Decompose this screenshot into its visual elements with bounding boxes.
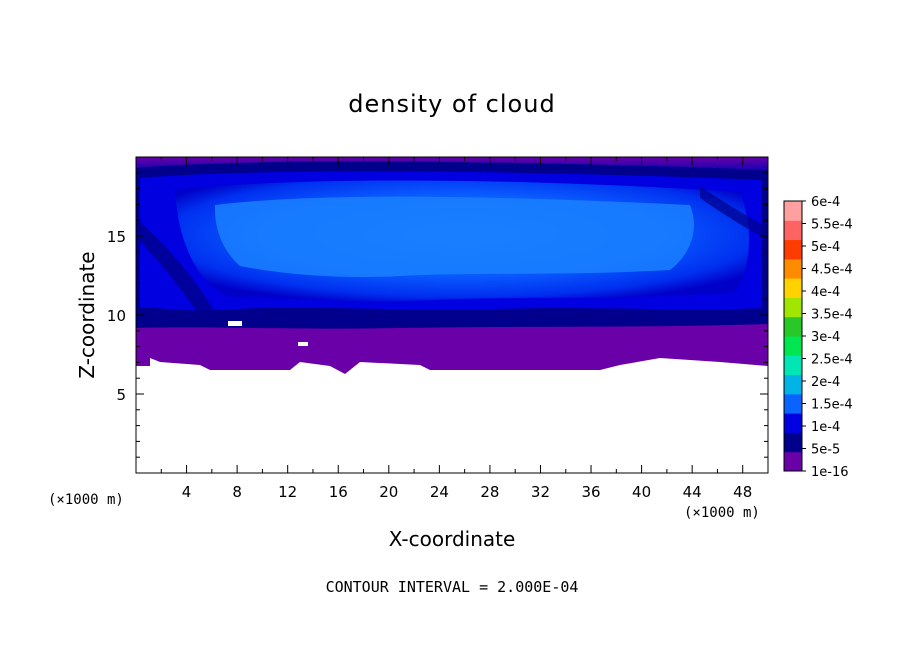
colorbar-cell	[784, 393, 802, 414]
y-tick-label: 10	[107, 307, 126, 325]
x-tick-label: 24	[430, 483, 449, 501]
x-tick-label: 16	[329, 483, 348, 501]
colorbar-label: 3.5e-4	[811, 308, 853, 323]
colorbar	[783, 200, 806, 472]
contour-interval-note: CONTOUR INTERVAL = 2.000E-04	[326, 578, 579, 596]
x-tick-label: 44	[683, 483, 702, 501]
x-tick-label: 32	[531, 483, 550, 501]
y-tick-label: 5	[116, 386, 126, 404]
colorbar-label: 6e-4	[811, 195, 840, 210]
x-tick-label: 12	[278, 483, 297, 501]
colorbar-label: 5.5e-4	[811, 218, 853, 233]
colorbar-cell	[784, 258, 802, 279]
right-streak	[700, 186, 768, 240]
colorbar-label: 1e-4	[811, 420, 840, 435]
x-axis-title: X-coordinate	[389, 527, 516, 551]
colorbar-label: 4e-4	[811, 285, 840, 300]
colorbar-cell	[784, 413, 802, 433]
x-unit-label: (×1000 m)	[684, 505, 760, 521]
cloud-core-bright	[214, 196, 694, 278]
white-gap	[228, 321, 242, 326]
colorbar-label: 3e-4	[811, 330, 840, 345]
x-tick-label: 48	[733, 483, 752, 501]
x-tick-labels: 4 8 12 16 20 24 28 32 36 40 44 48	[182, 483, 752, 501]
colorbar-cell	[784, 239, 802, 260]
x-tick-label: 20	[379, 483, 398, 501]
colorbar-cell	[784, 297, 802, 318]
y-tick-label: 15	[107, 228, 126, 246]
colorbar-label: 2.5e-4	[811, 353, 853, 368]
colorbar-cell	[784, 336, 802, 356]
colorbar-cell	[784, 451, 802, 472]
white-gap	[298, 342, 308, 346]
x-tick-label: 40	[632, 483, 651, 501]
colorbar-label: 5e-4	[811, 240, 840, 255]
contour-field	[136, 157, 768, 473]
colorbar-label: 4.5e-4	[811, 263, 853, 278]
chart-title: density of cloud	[348, 90, 555, 118]
colorbar-label: 2e-4	[811, 375, 840, 390]
colorbar-cell	[784, 432, 802, 453]
colorbar-cell	[784, 355, 802, 376]
x-tick-label: 4	[182, 483, 192, 501]
colorbar-cell	[784, 201, 802, 221]
y-tick-labels: 5 10 15	[107, 228, 126, 404]
cloud-base	[136, 312, 768, 329]
y-tick-marks	[136, 172, 768, 458]
colorbar-cell	[784, 278, 802, 298]
x-tick-label: 28	[480, 483, 499, 501]
colorbar-labels: 1e-16 5e-5 1e-4 1.5e-4 2e-4 2.5e-4 3e-4 3.5e-4 4…	[811, 195, 853, 480]
colorbar-cell	[784, 316, 802, 337]
colorbar-label: 1.5e-4	[811, 398, 853, 413]
x-tick-label: 8	[232, 483, 242, 501]
left-streak	[136, 218, 215, 316]
colorbar-label: 1e-16	[811, 465, 849, 480]
colorbar-cell	[784, 220, 802, 241]
y-axis-title: Z-coordinate	[75, 251, 99, 378]
x-tick-label: 36	[581, 483, 600, 501]
colorbar-label: 5e-5	[811, 443, 840, 458]
y-unit-label: (×1000 m)	[48, 492, 124, 508]
colorbar-cell	[784, 374, 802, 395]
x-tick-marks	[160, 157, 744, 473]
